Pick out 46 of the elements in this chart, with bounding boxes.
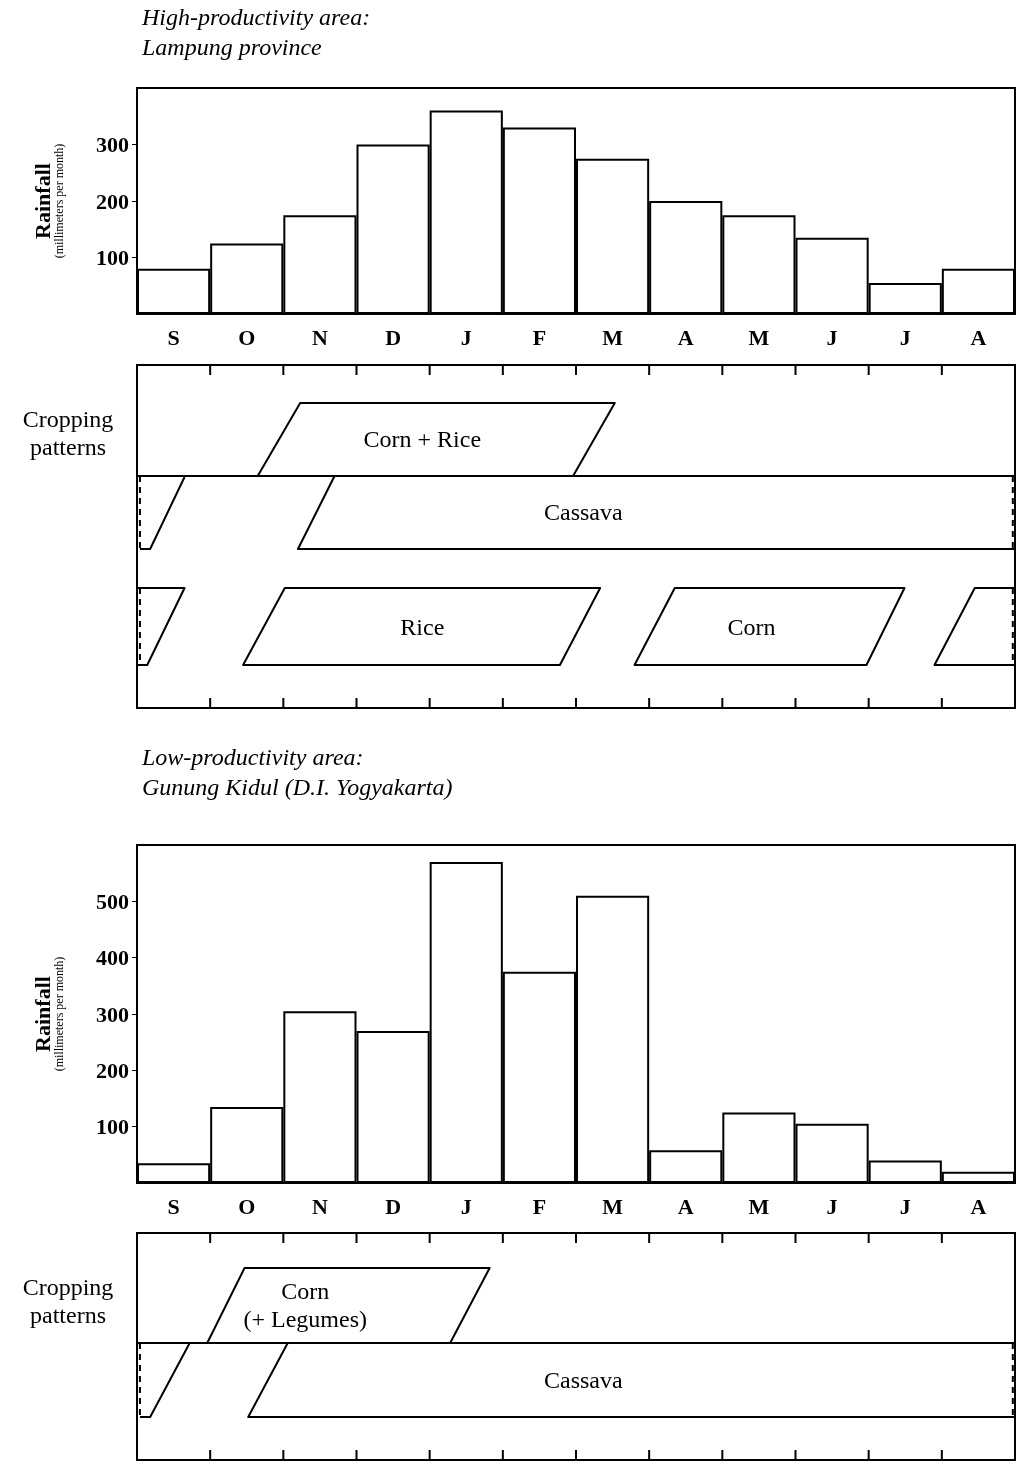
chart-title: High-productivity area: [141, 4, 371, 30]
y-tick-label: 300 [96, 132, 129, 157]
text: Corn [727, 614, 776, 640]
x-tick-label: D [385, 1193, 402, 1219]
y-tick-label: 500 [96, 888, 129, 914]
chart-title: Low-productivity area: [141, 744, 364, 770]
chart-subtitle: Gunung Kidul (D.I. Yogyakarta) [142, 774, 453, 800]
y-tick-label: 300 [96, 1001, 129, 1027]
text: Cassava [543, 1367, 623, 1393]
x-tick-label: A [970, 1193, 987, 1219]
x-tick-label: O [238, 324, 256, 350]
chart-subtitle: Lampung province [141, 34, 323, 60]
text: Cropping patterns [22, 406, 114, 460]
x-tick-label: A [970, 324, 987, 350]
x-tick-label: J [899, 324, 911, 350]
x-tick-label: J [826, 1193, 838, 1219]
text: Rice [400, 614, 445, 640]
text: Cropping patterns [22, 1274, 114, 1328]
y-tick-label: 200 [96, 1057, 129, 1083]
x-tick-label: A [677, 1193, 694, 1219]
x-tick-label: J [826, 324, 838, 350]
x-tick-label: J [460, 1193, 472, 1219]
x-tick-label: N [311, 1193, 328, 1219]
text: Corn + Rice [363, 426, 482, 452]
x-tick-label: A [677, 324, 694, 350]
y-tick-label: 400 [96, 945, 129, 971]
x-tick-label: O [238, 1193, 256, 1219]
x-tick-label: J [899, 1193, 911, 1219]
x-tick-label: D [385, 324, 402, 350]
x-tick-label: J [460, 324, 472, 350]
x-tick-label: F [532, 1193, 547, 1219]
x-tick-label: M [602, 1193, 624, 1219]
x-tick-label: M [602, 324, 624, 350]
y-tick-label: 200 [96, 188, 129, 214]
x-tick-label: F [532, 324, 547, 350]
text: Corn (+ Legumes) [243, 1278, 368, 1332]
y-tick-label: 100 [96, 1114, 129, 1140]
y-axis-title: Rainfall (millimeters per month) [29, 143, 66, 259]
x-tick-label: M [748, 1193, 770, 1219]
y-axis-title: Rainfall (millimeters per month) [29, 956, 66, 1072]
x-tick-label: N [311, 324, 328, 350]
x-tick-label: M [748, 324, 770, 350]
y-tick-label: 100 [96, 245, 129, 270]
x-tick-label: S [167, 1193, 180, 1219]
text: Cassava [543, 499, 623, 525]
x-tick-label: S [167, 324, 180, 350]
